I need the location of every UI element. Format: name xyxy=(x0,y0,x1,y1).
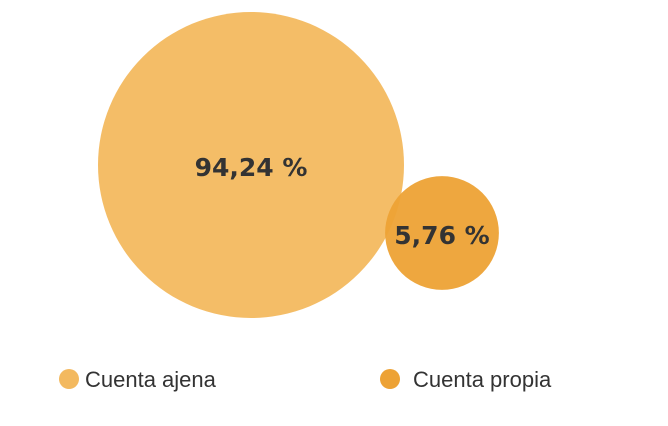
legend-label: Cuenta propia xyxy=(413,367,552,392)
bubble xyxy=(98,12,404,318)
value-label: 94,24 % xyxy=(195,153,308,182)
value-label: 5,76 % xyxy=(394,221,489,250)
legend-label: Cuenta ajena xyxy=(85,367,217,392)
legend-marker xyxy=(59,369,79,389)
legend-marker xyxy=(380,369,400,389)
bubble xyxy=(385,176,499,290)
